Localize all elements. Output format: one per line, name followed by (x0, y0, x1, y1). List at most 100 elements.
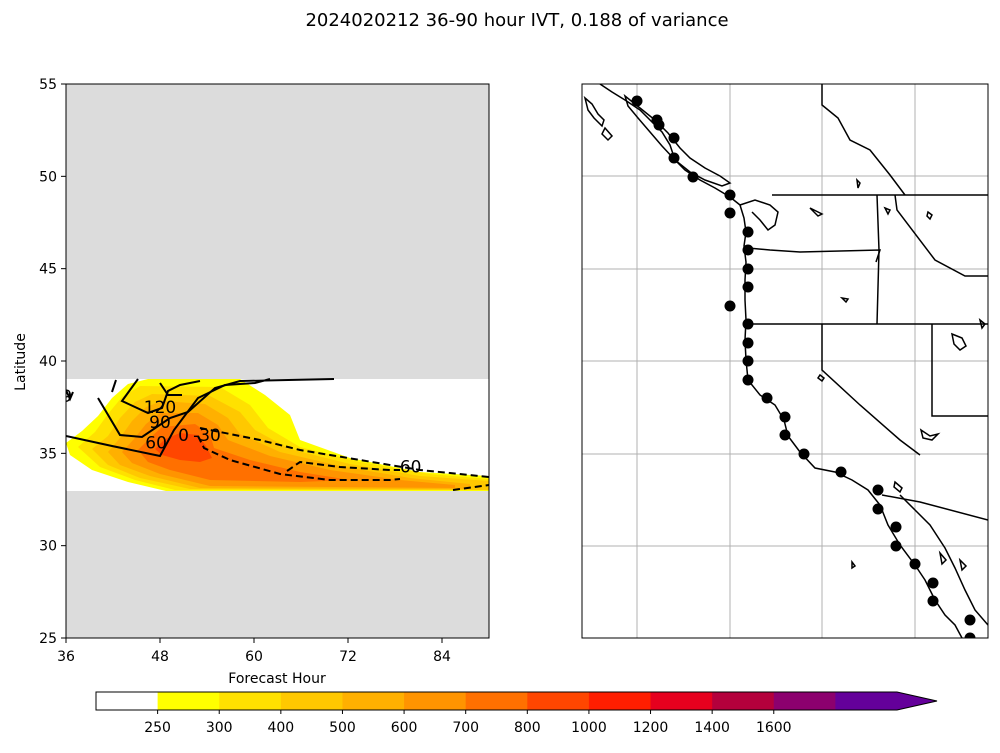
small-lake-4 (938, 550, 948, 566)
small-lake-6 (851, 559, 857, 570)
station-marker (964, 614, 976, 626)
contour-label: 0 (178, 426, 189, 446)
washington-interior-border (821, 84, 906, 196)
station-marker (724, 300, 736, 312)
contour-label: -30 (193, 426, 221, 446)
y-axis-ticks: 25 30 35 40 45 50 55 (39, 77, 66, 647)
california-nevada-border (821, 324, 921, 456)
ivt-line-contours (66, 378, 489, 491)
station-marker (798, 448, 810, 460)
station-marker (742, 355, 754, 367)
missing-data-band-north (66, 84, 489, 379)
station-marker (872, 503, 884, 515)
colorbar-segment (465, 692, 528, 710)
station-marker (724, 207, 736, 219)
station-marker (909, 558, 921, 570)
contour-solid-3 (120, 378, 201, 415)
y-tick-label: 30 (39, 539, 57, 555)
colorbar-segment (773, 692, 836, 710)
contour-dashed-4 (452, 484, 489, 491)
x-tick-label: 48 (151, 649, 169, 665)
y-tick-label: 50 (39, 169, 57, 185)
station-marker (779, 429, 791, 441)
ivt-filled-contours (66, 379, 489, 491)
us-mexico-border (881, 494, 988, 521)
contour-label: 60 (400, 457, 422, 477)
station-marker (668, 152, 680, 164)
colorbar-tick-label: 300 (206, 720, 233, 736)
idaho-west-border (876, 194, 880, 325)
station-marker (742, 374, 754, 386)
colorbar-tick-label: 800 (514, 720, 541, 736)
colorbar-segment (219, 692, 282, 710)
x-axis-label: Forecast Hour (228, 671, 326, 687)
colorbar-segment (342, 692, 405, 710)
colorbar-tick-label: 1000 (571, 720, 607, 736)
colorbar: 250 300 400 500 600 700 800 1000 1200 1400 1600 (95, 691, 938, 736)
baja-gulf-coast (899, 494, 988, 626)
great-salt-lake (950, 332, 967, 351)
colorbar-segment (650, 692, 713, 710)
colorbar-tick-label: 250 (144, 720, 171, 736)
vancouver-island (623, 93, 732, 187)
colorbar-tick-label: 700 (452, 720, 479, 736)
small-lake-7 (919, 428, 941, 441)
colorbar-tick-label: 1600 (756, 720, 792, 736)
map-gridlines (582, 84, 988, 638)
station-marker (742, 244, 754, 256)
y-tick-label: 40 (39, 354, 57, 370)
colorbar-extend-max (835, 692, 937, 710)
colorbar-segment (588, 692, 652, 710)
station-marker (724, 189, 736, 201)
colorbar-segment (157, 692, 220, 710)
y-tick-label: 45 (39, 262, 57, 278)
station-marker (835, 466, 847, 478)
station-marker (890, 521, 902, 533)
station-marker (742, 263, 754, 275)
small-lake-8 (809, 207, 824, 217)
x-tick-label: 36 (57, 649, 75, 665)
contour-dashed-1 (199, 427, 489, 478)
small-lake-2 (883, 206, 892, 216)
nevada-east-border (931, 324, 988, 417)
y-tick-label: 25 (39, 631, 57, 647)
contour-solid-5 (159, 382, 182, 396)
right-plot-frame (581, 83, 989, 639)
colorbar-ticks: 250 300 400 500 600 700 800 1000 1200 1400 1600 (144, 710, 792, 736)
small-lake-1 (855, 177, 861, 189)
figure-title: 2024020212 36-90 hour IVT, 0.188 of vari… (305, 10, 728, 31)
contour-dashed-2 (197, 435, 401, 481)
colorbar-segment (527, 692, 590, 710)
contour-solid-1 (66, 378, 271, 458)
contour-solid-4 (111, 379, 117, 393)
flathead-lake (926, 210, 933, 221)
small-lake-9 (978, 318, 987, 330)
station-marker (687, 171, 699, 183)
x-tick-label: 84 (433, 649, 451, 665)
map-stations (631, 95, 976, 638)
contour-label: 9 (61, 387, 72, 407)
political-borders (747, 84, 988, 521)
colorbar-tick-label: 500 (329, 720, 356, 736)
station-marker (668, 132, 680, 144)
colorbar-tick-label: 1200 (633, 720, 669, 736)
colorbar-segment (712, 692, 775, 710)
station-marker (779, 411, 791, 423)
small-lake-5 (958, 557, 968, 572)
station-marker (927, 577, 939, 589)
missing-data-band-south (66, 491, 489, 638)
x-tick-label: 72 (339, 649, 357, 665)
station-marker (631, 95, 643, 107)
colorbar-segment (404, 692, 467, 710)
station-marker (872, 484, 884, 496)
station-marker (742, 337, 754, 349)
contour-dashed-3 (286, 460, 400, 472)
colorbar-tick-label: 600 (391, 720, 418, 736)
x-tick-label: 60 (245, 649, 263, 665)
puget-sound (739, 199, 779, 232)
station-marker (761, 392, 773, 404)
station-marker (742, 318, 754, 330)
x-axis-ticks: 36 48 60 72 84 (57, 638, 451, 665)
